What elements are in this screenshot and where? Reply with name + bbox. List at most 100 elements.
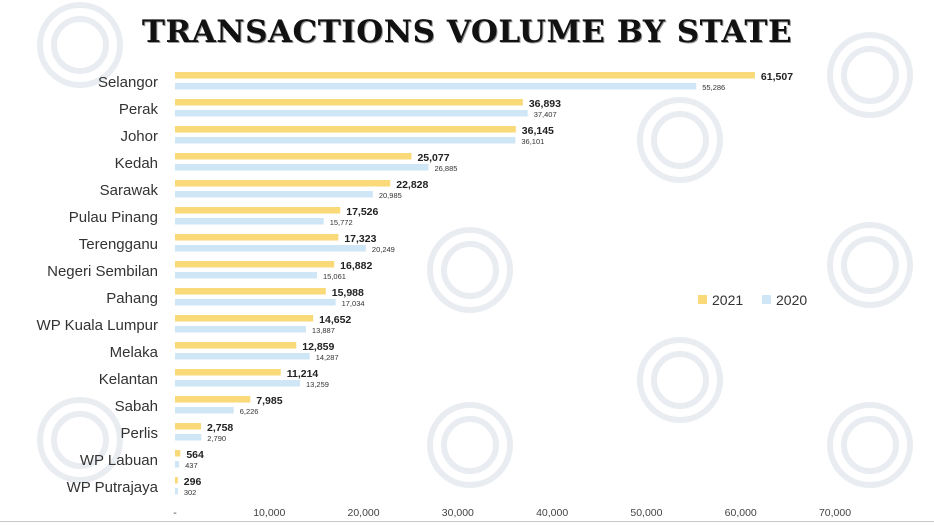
bar-2020 [175,461,180,468]
data-label-2020: 26,885 [434,164,457,173]
bar-2020 [175,488,178,495]
category-label: Johor [120,128,158,145]
bar-2021 [175,153,412,160]
category-label: Terengganu [79,236,158,253]
data-label-2021: 11,214 [287,368,319,380]
category-label: Pulau Pinang [69,209,158,226]
data-label-2020: 15,772 [330,218,353,227]
bar-2020 [175,434,202,441]
bar-2020 [175,299,336,306]
legend-swatch [762,295,771,304]
data-label-2021: 564 [186,449,204,461]
bar-2021 [175,477,178,484]
category-label: Kedah [115,155,158,172]
data-label-2020: 13,887 [312,326,335,335]
bar-2020 [175,164,429,171]
bar-2020 [175,272,318,279]
data-label-2021: 12,859 [302,341,334,353]
data-label-2020: 2,790 [207,434,226,443]
data-label-2021: 17,323 [344,233,376,245]
category-label: WP Labuan [80,452,158,469]
data-label-2020: 14,287 [316,353,339,362]
category-label: Kelantan [99,371,158,388]
legend-label: 2020 [776,292,807,308]
watermark-logo [827,32,913,118]
data-label-2020: 36,101 [521,137,544,146]
category-label: Perak [119,101,159,118]
x-tick-label: 60,000 [725,507,757,519]
bar-2021 [175,99,523,106]
data-label-2021: 22,828 [396,179,428,191]
legend: 2021 2020 [698,292,807,308]
bar-2020 [175,191,373,198]
bar-2020 [175,137,516,144]
legend-swatch [698,295,707,304]
bar-2020 [175,407,234,414]
data-label-2020: 302 [184,488,197,497]
data-label-2021: 2,758 [207,422,233,434]
data-label-2021: 61,507 [761,71,793,83]
watermark-layer [37,2,913,488]
bar-2021 [175,180,391,187]
bar-2021 [175,423,202,430]
watermark-logo [427,227,513,313]
data-label-2021: 25,077 [417,152,449,164]
x-tick-label: 50,000 [630,507,662,519]
data-label-2020: 437 [185,461,198,470]
data-label-2020: 15,061 [323,272,346,281]
watermark-logo [37,2,123,88]
bar-2020 [175,245,366,252]
bar-2021 [175,288,326,295]
data-label-2020: 17,034 [342,299,365,308]
x-tick-label: 10,000 [253,507,285,519]
bar-2020 [175,110,528,117]
bar-2020 [175,218,324,225]
bar-2021 [175,126,516,133]
bar-2020 [175,380,301,387]
data-label-2021: 36,145 [522,125,554,137]
bar-2020 [175,326,306,333]
category-label: Sarawak [100,182,159,199]
data-label-2021: 296 [184,476,202,488]
data-label-2021: 14,652 [319,314,351,326]
category-label: Melaka [110,344,159,361]
data-label-2021: 7,985 [256,395,282,407]
bar-2021 [175,315,314,322]
data-label-2020: 20,249 [372,245,395,254]
bar-2021 [175,72,755,79]
category-label: WP Kuala Lumpur [37,317,158,334]
data-label-2020: 13,259 [306,380,329,389]
data-label-2020: 6,226 [240,407,259,416]
category-label: Perlis [120,425,158,442]
x-tick-label: 40,000 [536,507,568,519]
data-label-2020: 55,286 [702,83,725,92]
x-tick-label: - [173,507,177,519]
category-label: Negeri Sembilan [47,263,158,280]
x-tick-label: 20,000 [348,507,380,519]
watermark-logo [637,337,723,423]
watermark-logo [427,402,513,488]
data-label-2021: 16,882 [340,260,372,272]
data-label-2021: 15,988 [332,287,364,299]
bar-2021 [175,369,281,376]
chart-title: TRANSACTIONS VOLUME BY STATE [141,14,793,50]
data-label-2020: 37,407 [534,110,557,119]
category-label: Sabah [115,398,158,415]
watermark-logo [827,222,913,308]
bar-2021 [175,261,335,268]
divider [0,521,934,522]
bar-2021 [175,342,297,349]
bar-2021 [175,450,181,457]
bar-2021 [175,207,341,214]
watermark-logo [37,397,123,483]
x-tick-label: 70,000 [819,507,851,519]
data-label-2020: 20,985 [379,191,402,200]
data-label-2021: 17,526 [346,206,378,218]
bar-2021 [175,234,339,241]
bar-2020 [175,353,310,360]
watermark-logo [637,97,723,183]
category-label: WP Putrajaya [67,479,159,496]
category-label: Selangor [98,74,158,91]
